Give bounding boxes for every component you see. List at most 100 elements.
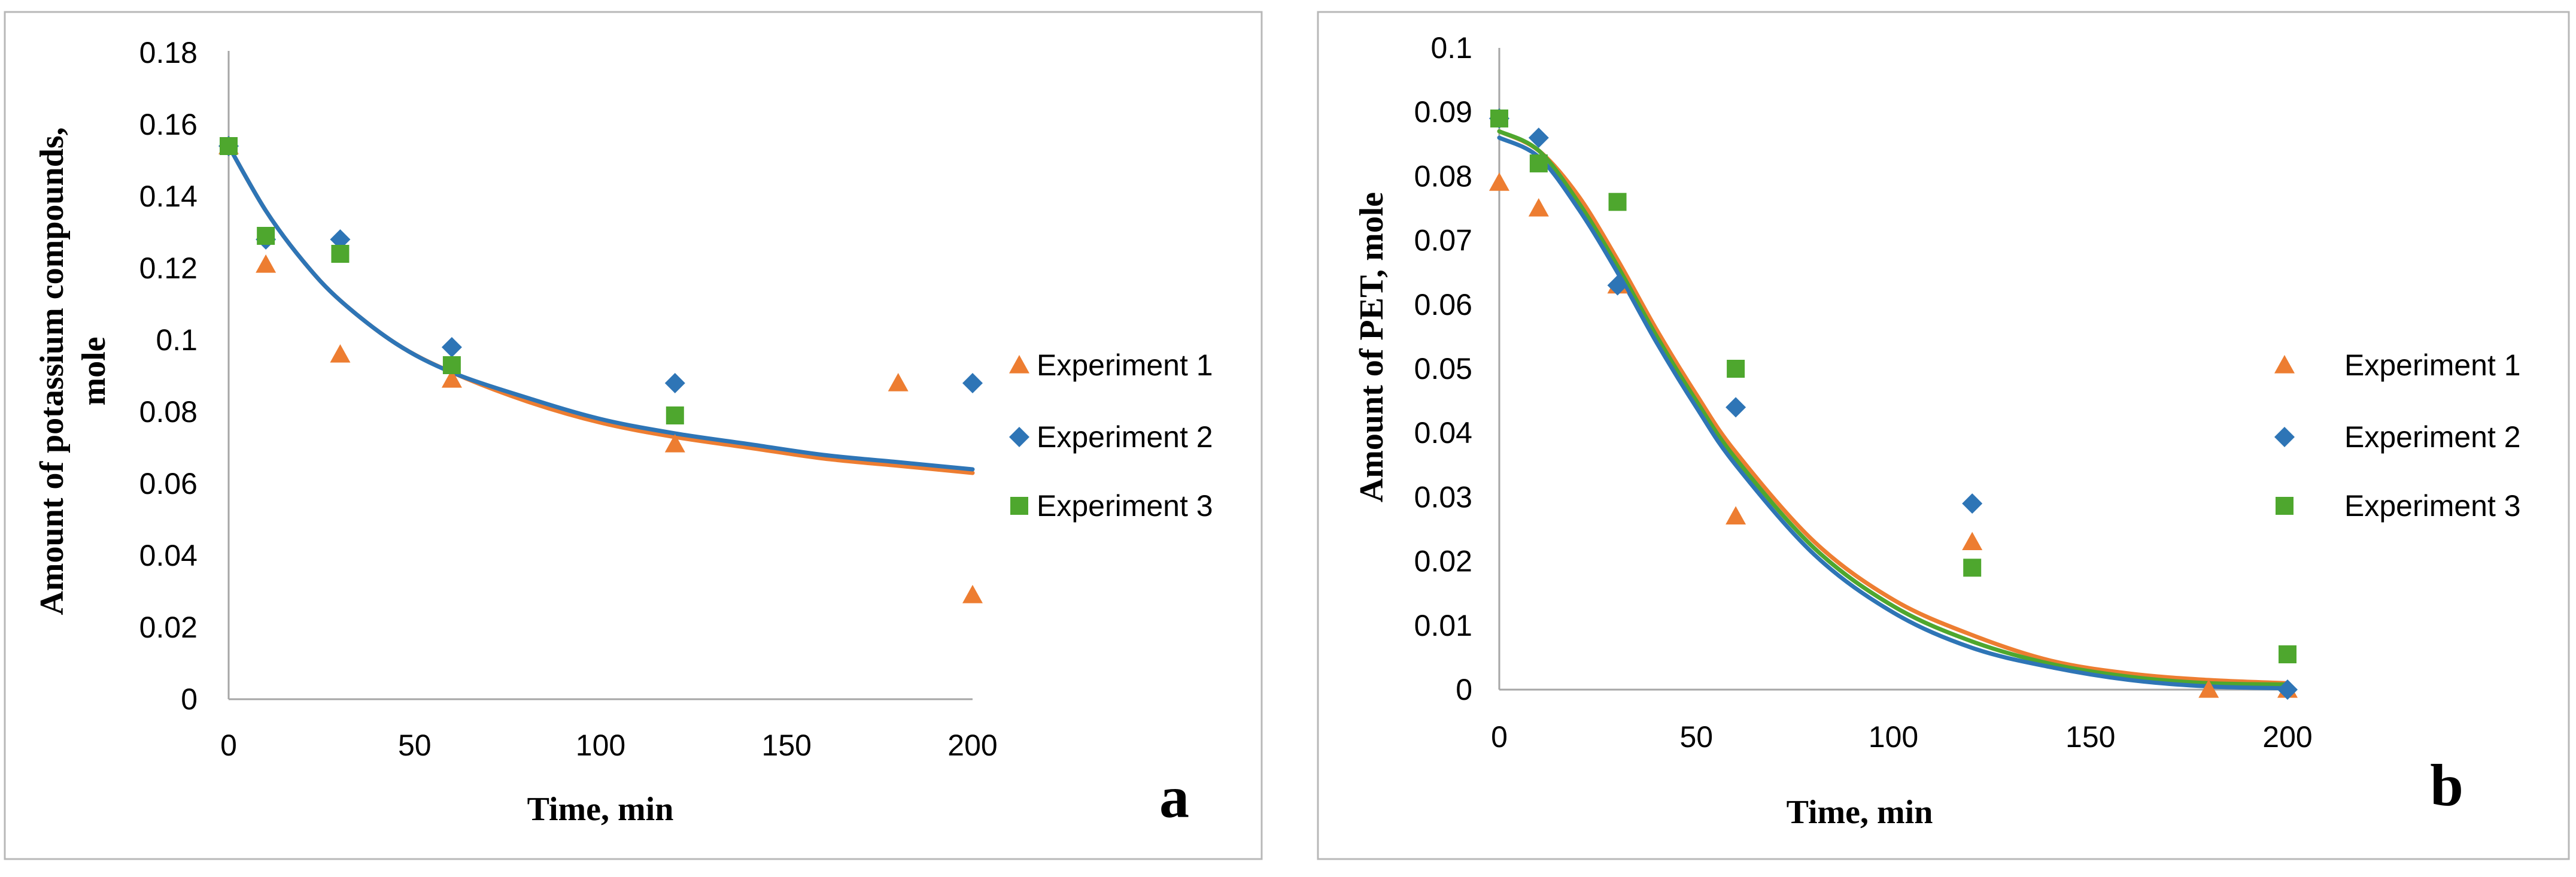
panel-b-fit-curves [1497,129,2290,691]
b-point-series-3 [2279,645,2296,664]
panel-b-x-axis-title: Time, min [1787,794,1933,831]
b-y-tick-label: 0.01 [1414,609,1472,642]
panel-a: 0 0.02 0.04 0.06 0.08 0.1 0.12 0.14 0.16 0.18 0 50… [4,11,1263,860]
panel-b: 0 0.01 0.02 0.03 0.04 0.05 0.06 0.07 0.08 0.09 0.1… [1317,11,2570,860]
b-y-tick-label: 0.07 [1414,224,1472,257]
b-legend-label-3: Experiment 3 [2344,489,2521,523]
b-legend-marker-3 [2276,497,2294,515]
b-point-series-1 [2198,679,2219,698]
b-y-tick-label: 0.08 [1414,159,1472,193]
b-y-tick-label: 0.09 [1414,95,1472,129]
b-x-tick-label: 150 [2065,720,2115,754]
b-y-tick-label: 0.04 [1414,416,1472,450]
a-point-series-1 [664,434,685,453]
panel-b-y-axis-title: Amount of PET, mole [1353,192,1390,503]
b-fit-curve-experiment_2 [1497,135,2290,691]
a-x-tick-label: 200 [947,729,997,762]
panel-a-x-tick-labels: 0 50 100 150 200 [220,729,998,762]
b-x-tick-label: 0 [1491,720,1508,754]
a-legend-label-3: Experiment 3 [1037,489,1213,523]
b-point-series-1 [1962,532,1983,551]
a-legend-marker-2 [1009,427,1029,447]
b-point-series-2 [1528,128,1549,148]
panel-a-letter: a [1159,764,1189,830]
a-point-series-3 [220,137,238,155]
a-y-tick-label: 0.12 [139,251,198,285]
b-fit-curve-experiment_3 [1497,129,2290,687]
panel-a-data-points [218,136,983,603]
panel-a-y-tick-labels: 0 0.02 0.04 0.06 0.08 0.1 0.12 0.14 0.16 0.18 [139,36,198,716]
panel-b-x-tick-labels: 0 50 100 150 200 [1491,720,2313,754]
a-y-tick-label: 0.06 [139,467,198,500]
b-point-series-3 [1727,360,1745,378]
a-x-tick-label: 0 [220,729,237,762]
b-legend-marker-1 [2274,355,2295,374]
a-y-tick-label: 0.18 [139,36,198,69]
panel-b-frame [1317,11,2570,860]
a-point-series-2 [962,373,983,393]
a-fit-curve-experiment_2 [226,144,975,472]
b-x-tick-label: 200 [2262,720,2312,754]
a-legend-marker-1 [1009,355,1029,374]
a-point-series-2 [664,373,685,393]
a-y-tick-label: 0 [181,682,198,716]
a-y-tick-label: 0.04 [139,539,198,572]
panel-b-letter: b [2430,752,2463,818]
a-point-series-3 [442,356,461,374]
a-point-series-3 [666,406,684,424]
panel-b-legend: Experiment 1 Experiment 2 Experiment 3 [2274,348,2521,523]
panel-a-fit-curves [226,144,975,475]
a-point-series-1 [441,369,462,388]
a-y-tick-label: 0.02 [139,611,198,644]
panel-a-y-axis-title-line-2: mole [75,336,113,405]
a-y-tick-label: 0.14 [139,180,198,213]
b-x-tick-label: 50 [1679,720,1713,754]
b-point-series-3 [1963,559,1982,577]
a-point-series-1 [256,254,277,273]
b-point-series-2 [1726,397,1746,418]
b-point-series-2 [1607,275,1628,296]
a-x-tick-label: 50 [398,729,432,762]
b-y-tick-label: 0.1 [1430,31,1472,65]
panel-a-frame [4,11,1263,860]
a-point-series-2 [330,229,351,250]
a-point-series-2 [441,337,462,357]
a-point-series-1 [962,585,983,603]
b-x-tick-label: 100 [1869,720,1918,754]
b-fit-curve-experiment_1 [1497,129,2290,685]
b-point-series-2 [1962,493,1983,514]
b-point-series-1 [1489,172,1509,191]
a-legend-label-1: Experiment 1 [1037,348,1213,382]
b-point-series-2 [2277,679,2298,700]
a-point-series-3 [331,245,350,263]
panel-a-y-axis-title-line-1: Amount of potassium compounds, [34,127,71,615]
b-legend-label-1: Experiment 1 [2344,348,2521,382]
a-legend-marker-3 [1010,497,1028,515]
b-legend-label-2: Experiment 2 [2344,420,2521,454]
a-point-series-3 [257,227,275,245]
b-point-series-1 [1528,198,1549,217]
panel-a-x-axis-title: Time, min [527,791,674,828]
a-x-tick-label: 100 [576,729,625,762]
a-x-tick-label: 150 [762,729,812,762]
a-y-tick-label: 0.16 [139,108,198,141]
b-y-tick-label: 0.05 [1414,352,1472,386]
a-y-tick-label: 0.08 [139,395,198,429]
a-point-series-1 [330,344,351,363]
a-legend-label-2: Experiment 2 [1037,420,1213,454]
panel-b-y-tick-labels: 0 0.01 0.02 0.03 0.04 0.05 0.06 0.07 0.08 0.09 0.1 [1414,31,1472,706]
panel-b-data-points [1489,108,2298,700]
b-y-tick-label: 0 [1456,673,1472,706]
b-y-tick-label: 0.03 [1414,480,1472,514]
b-y-tick-label: 0.02 [1414,545,1472,578]
b-point-series-3 [1529,154,1548,172]
a-point-series-1 [888,373,909,392]
panel-a-legend: Experiment 1 Experiment 2 Experiment 3 [1009,348,1213,523]
b-point-series-1 [1726,506,1746,525]
b-legend-marker-2 [2274,427,2295,447]
a-y-tick-label: 0.1 [156,323,198,357]
b-y-tick-label: 0.06 [1414,288,1472,321]
b-point-series-3 [1608,193,1627,211]
b-point-series-3 [1490,109,1508,128]
